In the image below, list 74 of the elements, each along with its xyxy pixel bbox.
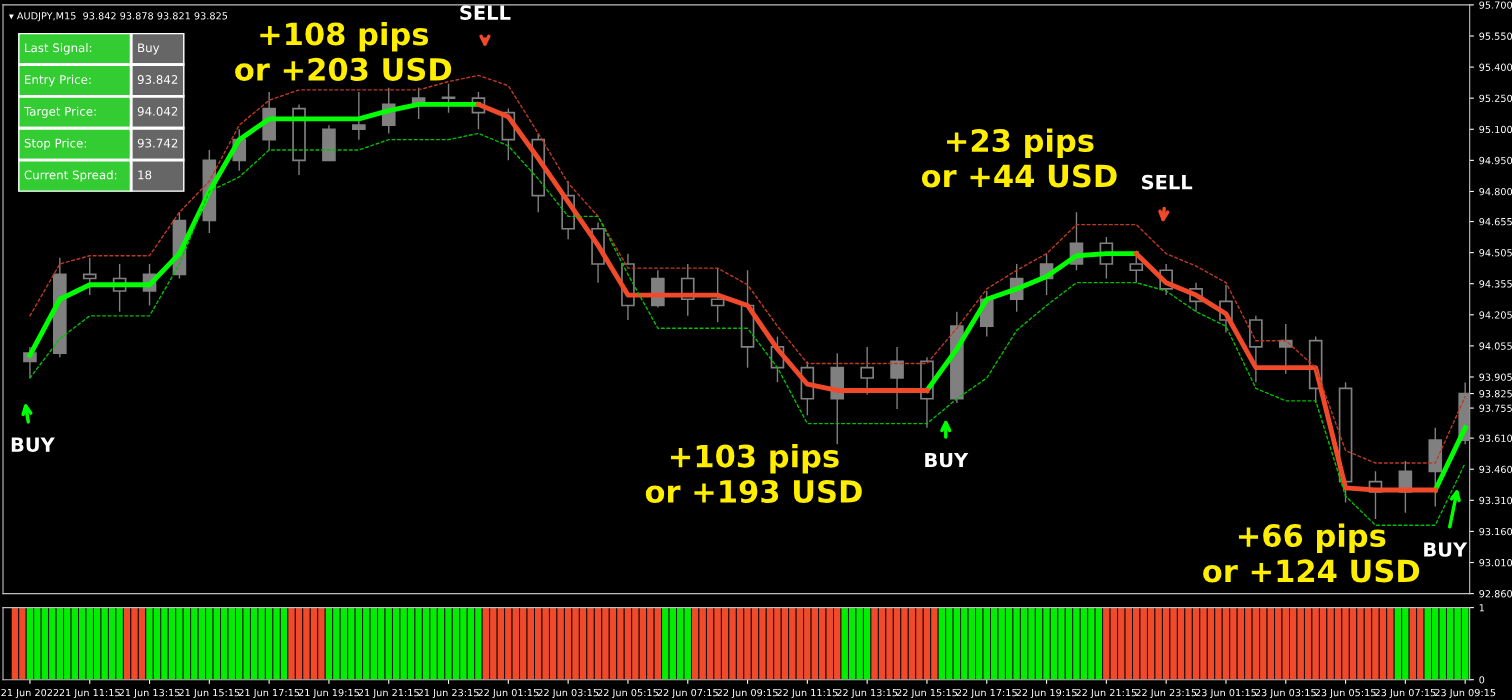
x-tick-label: 22 Jun 15:15 xyxy=(896,688,957,699)
y-tick-label: 1 xyxy=(1479,604,1484,612)
y-tick-label: 94.055 xyxy=(1479,342,1512,350)
x-tick-label: 22 Jun 17:15 xyxy=(956,688,1017,699)
annotation: +103 pips or +193 USD xyxy=(645,443,862,503)
annotation: SELL xyxy=(1142,174,1193,190)
candlestick xyxy=(860,346,874,396)
y-tick-label: 93.310 xyxy=(1479,496,1512,505)
annotation: BUY xyxy=(1424,542,1468,557)
annotation: Buy xyxy=(138,43,160,55)
y-tick-label: 93.825 xyxy=(1479,390,1512,398)
annotation: Last Signal: xyxy=(25,43,92,55)
annotation: +23 pips or +44 USD xyxy=(921,128,1117,188)
annotation: BUY xyxy=(925,452,969,468)
y-tick-label: 93.010 xyxy=(1479,558,1512,567)
annotation: Current Spread: xyxy=(24,170,117,182)
x-tick-label: 22 Jun 09:15 xyxy=(717,688,778,699)
annotation: SELL xyxy=(460,5,511,20)
annotation: Target Price: xyxy=(23,106,96,119)
candlestick xyxy=(352,91,366,141)
y-tick-label: 92.860 xyxy=(1479,590,1512,598)
y-tick-label: 93.610 xyxy=(1479,434,1512,442)
x-tick-label: 21 Jun 2022 xyxy=(1,688,59,699)
y-tick-label: 94.655 xyxy=(1479,217,1512,226)
text: ▾ AUDJPY,M15 93.842 93.878 93.821 93.825 xyxy=(8,12,228,22)
y-tick-label: 95.700 xyxy=(1479,1,1512,9)
x-tick-label: 23 Jun 05:15 xyxy=(1315,688,1376,699)
y-tick-label: 94.800 xyxy=(1479,187,1512,196)
annotation: 94.042 xyxy=(137,106,178,116)
y-tick-label: 93.460 xyxy=(1479,465,1512,474)
x-tick-label: 22 Jun 13:15 xyxy=(836,688,898,699)
annotation: BUY xyxy=(11,437,55,453)
annotation: 93.842 xyxy=(137,75,178,84)
candlestick xyxy=(82,257,97,296)
x-tick-label: 22 Jun 03:15 xyxy=(537,688,599,699)
y-tick-label: 95.550 xyxy=(1479,32,1512,40)
x-tick-label: 22 Jun 21:15 xyxy=(1076,688,1137,699)
y-tick-label: 94.355 xyxy=(1479,280,1512,288)
y-tick-label: 93.160 xyxy=(1479,527,1512,536)
y-tick-label: 94.950 xyxy=(1479,156,1512,165)
x-tick-label: 21 Jun 17:15 xyxy=(238,688,300,699)
x-tick-label: 21 Jun 23:15 xyxy=(418,688,479,699)
x-tick-label: 23 Jun 01:15 xyxy=(1195,688,1256,699)
x-tick-label: 21 Jun 13:15 xyxy=(119,688,180,699)
x-tick-label: 22 Jun 11:15 xyxy=(777,688,838,699)
annotation: Stop Price: xyxy=(24,138,86,150)
annotation: 93.742 xyxy=(137,138,178,148)
x-tick-label: 22 Jun 19:15 xyxy=(1016,688,1077,699)
y-tick-label: 93.905 xyxy=(1479,373,1512,381)
y-tick-label: 95.400 xyxy=(1479,63,1512,71)
x-tick-label: 22 Jun 01:15 xyxy=(478,688,539,699)
candlestick xyxy=(1278,323,1293,375)
y-tick-label: 94.205 xyxy=(1479,311,1512,319)
candlestick xyxy=(890,346,904,410)
y-tick-label: 93.755 xyxy=(1479,404,1512,412)
candlestick xyxy=(710,267,725,323)
x-tick-label: 23 Jun 09:15 xyxy=(1435,688,1496,699)
x-tick-label: 21 Jun 19:15 xyxy=(298,688,359,699)
annotation: 18 xyxy=(138,170,152,180)
x-tick-label: 23 Jun 07:15 xyxy=(1375,688,1436,699)
x-tick-label: 22 Jun 23:15 xyxy=(1136,688,1197,699)
x-tick-label: 23 Jun 03:15 xyxy=(1255,688,1316,699)
y-tick-label: 95.250 xyxy=(1479,94,1512,103)
y-tick-label: 95.100 xyxy=(1479,125,1512,134)
x-tick-label: 21 Jun 11:15 xyxy=(59,688,120,699)
x-tick-label: 21 Jun 21:15 xyxy=(358,688,419,699)
x-tick-label: 21 Jun 15:15 xyxy=(179,688,240,699)
y-tick-label: 0 xyxy=(1479,676,1485,684)
annotation: Entry Price: xyxy=(25,74,91,87)
x-tick-label: 22 Jun 07:15 xyxy=(657,688,718,699)
annotation: +66 pips or +124 USD xyxy=(1203,523,1420,583)
x-tick-label: 22 Jun 05:15 xyxy=(597,688,658,699)
y-tick-label: 94.505 xyxy=(1479,249,1512,257)
annotation: +108 pips or +203 USD xyxy=(235,21,452,81)
